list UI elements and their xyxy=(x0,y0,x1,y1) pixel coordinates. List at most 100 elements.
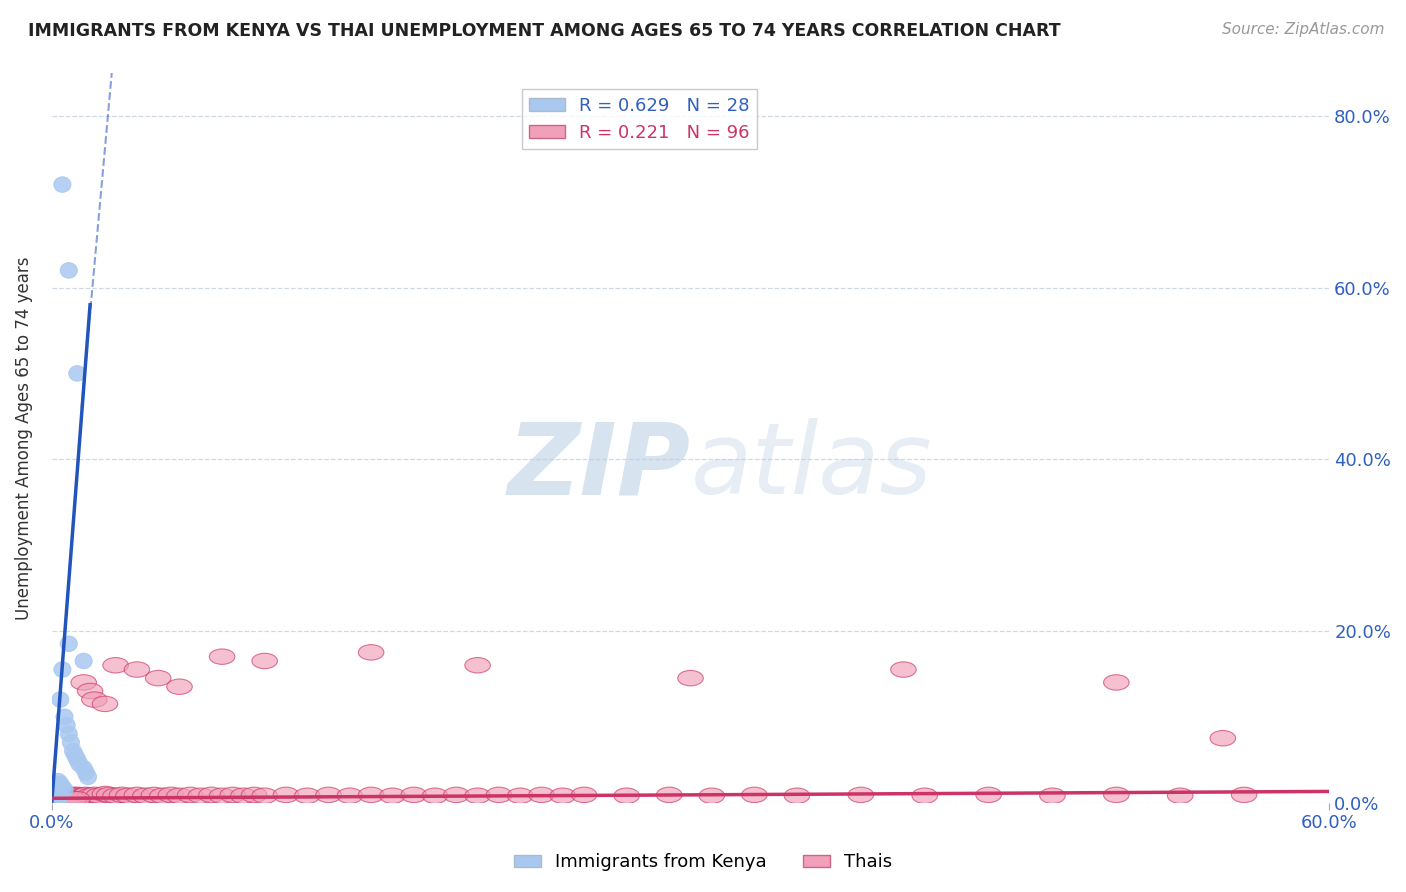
Ellipse shape xyxy=(678,671,703,686)
Ellipse shape xyxy=(60,636,77,651)
Ellipse shape xyxy=(167,679,193,695)
Ellipse shape xyxy=(1167,788,1194,804)
Ellipse shape xyxy=(550,788,575,804)
Ellipse shape xyxy=(359,645,384,660)
Ellipse shape xyxy=(41,788,66,804)
Ellipse shape xyxy=(167,788,193,804)
Ellipse shape xyxy=(48,786,73,801)
Ellipse shape xyxy=(65,787,90,803)
Ellipse shape xyxy=(48,785,65,800)
Ellipse shape xyxy=(44,787,69,803)
Ellipse shape xyxy=(294,788,321,804)
Ellipse shape xyxy=(49,791,75,807)
Ellipse shape xyxy=(124,662,149,677)
Ellipse shape xyxy=(219,787,246,803)
Ellipse shape xyxy=(486,787,512,803)
Ellipse shape xyxy=(912,788,938,804)
Ellipse shape xyxy=(53,177,70,193)
Ellipse shape xyxy=(188,788,214,804)
Ellipse shape xyxy=(571,787,596,803)
Ellipse shape xyxy=(337,788,363,804)
Ellipse shape xyxy=(103,788,128,804)
Ellipse shape xyxy=(103,657,128,673)
Ellipse shape xyxy=(62,735,79,750)
Ellipse shape xyxy=(614,788,640,804)
Ellipse shape xyxy=(465,657,491,673)
Ellipse shape xyxy=(69,366,86,381)
Ellipse shape xyxy=(45,789,70,805)
Ellipse shape xyxy=(52,788,77,804)
Legend: R = 0.629   N = 28, R = 0.221   N = 96: R = 0.629 N = 28, R = 0.221 N = 96 xyxy=(522,89,758,149)
Ellipse shape xyxy=(132,788,159,804)
Ellipse shape xyxy=(82,692,107,707)
Ellipse shape xyxy=(70,788,97,804)
Ellipse shape xyxy=(242,787,267,803)
Ellipse shape xyxy=(44,792,69,808)
Ellipse shape xyxy=(359,787,384,803)
Ellipse shape xyxy=(401,787,426,803)
Ellipse shape xyxy=(1211,731,1236,746)
Ellipse shape xyxy=(66,747,84,764)
Ellipse shape xyxy=(73,787,98,803)
Ellipse shape xyxy=(231,788,256,804)
Ellipse shape xyxy=(177,787,202,803)
Ellipse shape xyxy=(86,788,111,804)
Ellipse shape xyxy=(41,790,66,806)
Ellipse shape xyxy=(316,787,342,803)
Ellipse shape xyxy=(75,653,93,669)
Ellipse shape xyxy=(77,764,94,780)
Ellipse shape xyxy=(145,671,172,686)
Ellipse shape xyxy=(93,696,118,712)
Ellipse shape xyxy=(52,792,77,808)
Ellipse shape xyxy=(77,788,103,804)
Ellipse shape xyxy=(60,262,77,278)
Ellipse shape xyxy=(65,743,82,759)
Ellipse shape xyxy=(45,791,70,807)
Ellipse shape xyxy=(45,790,62,806)
Text: atlas: atlas xyxy=(690,418,932,516)
Ellipse shape xyxy=(49,787,75,803)
Ellipse shape xyxy=(45,786,70,802)
Ellipse shape xyxy=(209,649,235,665)
Ellipse shape xyxy=(48,791,73,807)
Ellipse shape xyxy=(97,787,122,803)
Ellipse shape xyxy=(56,792,82,808)
Ellipse shape xyxy=(159,787,184,803)
Ellipse shape xyxy=(82,787,107,803)
Ellipse shape xyxy=(69,789,94,805)
Ellipse shape xyxy=(124,787,149,803)
Ellipse shape xyxy=(49,792,66,808)
Ellipse shape xyxy=(380,788,405,804)
Ellipse shape xyxy=(66,788,93,804)
Ellipse shape xyxy=(75,761,93,776)
Ellipse shape xyxy=(508,788,533,804)
Ellipse shape xyxy=(62,788,89,804)
Ellipse shape xyxy=(56,782,73,797)
Ellipse shape xyxy=(209,788,235,804)
Y-axis label: Unemployment Among Ages 65 to 74 years: Unemployment Among Ages 65 to 74 years xyxy=(15,256,32,620)
Ellipse shape xyxy=(115,788,141,804)
Ellipse shape xyxy=(465,788,491,804)
Ellipse shape xyxy=(976,787,1001,803)
Ellipse shape xyxy=(252,653,277,669)
Ellipse shape xyxy=(65,791,90,807)
Ellipse shape xyxy=(53,780,70,795)
Ellipse shape xyxy=(1104,674,1129,690)
Ellipse shape xyxy=(1104,787,1129,803)
Legend: Immigrants from Kenya, Thais: Immigrants from Kenya, Thais xyxy=(506,847,900,879)
Ellipse shape xyxy=(443,787,470,803)
Ellipse shape xyxy=(41,792,66,808)
Ellipse shape xyxy=(198,787,224,803)
Ellipse shape xyxy=(141,787,167,803)
Text: ZIP: ZIP xyxy=(508,418,690,516)
Ellipse shape xyxy=(60,787,86,803)
Ellipse shape xyxy=(848,787,873,803)
Ellipse shape xyxy=(93,786,118,802)
Ellipse shape xyxy=(44,789,69,805)
Ellipse shape xyxy=(110,787,135,803)
Ellipse shape xyxy=(52,692,69,707)
Ellipse shape xyxy=(785,788,810,804)
Ellipse shape xyxy=(49,789,75,805)
Ellipse shape xyxy=(77,683,103,698)
Ellipse shape xyxy=(70,674,97,690)
